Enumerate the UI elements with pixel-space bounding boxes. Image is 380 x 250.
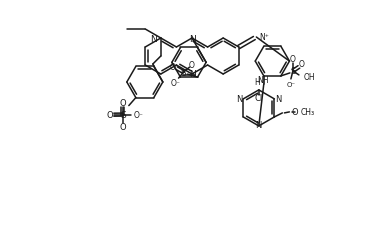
Text: O⁻: O⁻ — [171, 78, 180, 87]
Text: Cl: Cl — [255, 94, 263, 103]
Text: S: S — [290, 67, 296, 76]
Text: O: O — [106, 111, 113, 120]
Text: O: O — [291, 108, 298, 117]
Text: S: S — [180, 68, 187, 77]
Text: O⁻: O⁻ — [287, 82, 296, 87]
Text: O: O — [169, 62, 176, 71]
Text: OH: OH — [304, 73, 315, 82]
Text: O: O — [120, 122, 126, 132]
Text: O: O — [120, 99, 126, 108]
Text: N: N — [256, 121, 262, 130]
Text: N⁺: N⁺ — [260, 33, 269, 42]
Text: N: N — [276, 95, 282, 104]
Text: NH: NH — [257, 76, 269, 85]
Text: N: N — [150, 35, 157, 44]
Text: CH₃: CH₃ — [301, 108, 315, 117]
Text: N: N — [189, 35, 196, 44]
Text: O: O — [299, 60, 305, 69]
Text: O: O — [290, 55, 296, 64]
Text: N: N — [188, 70, 195, 79]
Text: O⁻: O⁻ — [134, 111, 144, 120]
Text: N: N — [236, 95, 242, 104]
Text: S: S — [120, 111, 126, 120]
Text: H: H — [254, 78, 260, 87]
Text: O: O — [188, 60, 195, 69]
